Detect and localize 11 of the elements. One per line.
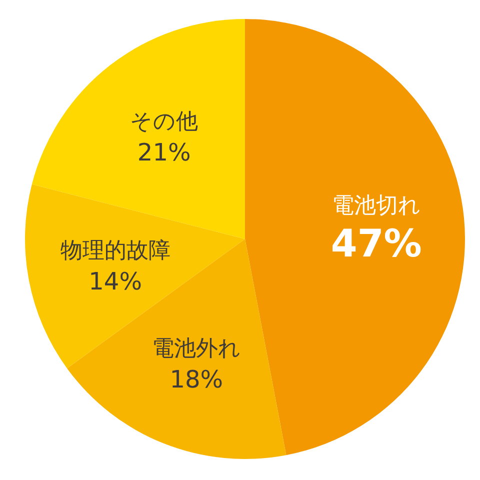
slice-label: 電池切れ — [332, 194, 421, 219]
slice-label: その他 — [130, 110, 198, 135]
data-label: 47% — [330, 222, 422, 266]
data-label: 18% — [170, 366, 224, 394]
pie-slice — [245, 19, 465, 456]
pie-slice — [32, 19, 245, 239]
data-label: 21% — [137, 138, 191, 167]
data-label: 14% — [88, 268, 142, 296]
slice-label: 電池外れ — [152, 336, 241, 362]
pie-slice — [25, 184, 245, 368]
slice-label: 物理的故障 — [60, 238, 170, 264]
